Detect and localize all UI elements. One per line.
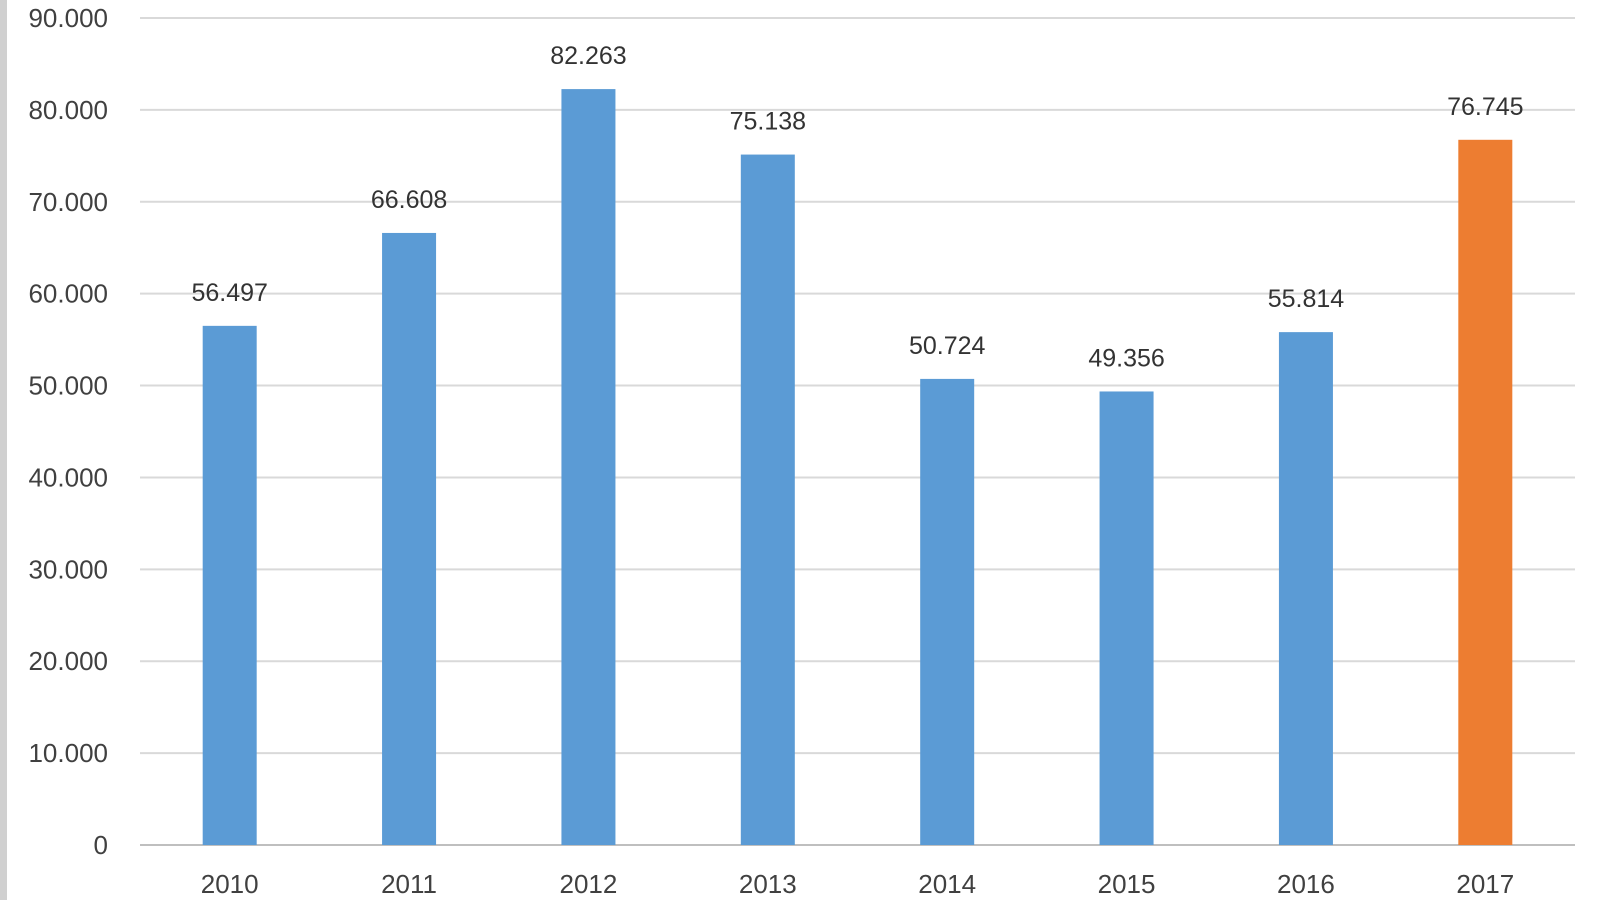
- x-tick-label: 2015: [1098, 869, 1156, 899]
- bar-2011: [382, 232, 437, 846]
- x-tick-label: 2013: [739, 869, 797, 899]
- bar-2012: [561, 89, 616, 846]
- y-tick-label: 0: [94, 830, 108, 860]
- x-tick-label: 2010: [201, 869, 259, 899]
- bar-2015: [1099, 391, 1154, 845]
- data-label: 82.263: [550, 42, 626, 70]
- x-tick-label: 2017: [1456, 869, 1514, 899]
- data-label: 55.814: [1268, 285, 1345, 313]
- left-edge-strip: [0, 0, 7, 900]
- data-label: 56.497: [191, 279, 267, 307]
- y-tick-label: 60.000: [28, 279, 108, 309]
- y-tick-label: 40.000: [28, 462, 108, 492]
- y-tick-label: 50.000: [28, 371, 108, 401]
- y-tick-label: 70.000: [28, 187, 108, 217]
- x-tick-label: 2014: [918, 869, 976, 899]
- bar-2017: [1458, 139, 1513, 846]
- y-tick-label: 90.000: [28, 3, 108, 33]
- bar-2016: [1278, 332, 1333, 845]
- y-tick-label: 30.000: [28, 554, 108, 584]
- bar-2010: [202, 325, 257, 845]
- data-label: 66.608: [371, 186, 447, 214]
- data-label: 75.138: [730, 108, 806, 136]
- bar-2014: [920, 378, 975, 845]
- data-label: 49.356: [1088, 344, 1164, 372]
- data-label: 50.724: [909, 332, 986, 360]
- data-label: 76.745: [1447, 93, 1523, 121]
- bar-2013: [740, 154, 795, 846]
- x-tick-label: 2016: [1277, 869, 1335, 899]
- y-tick-label: 20.000: [28, 646, 108, 676]
- y-tick-label: 10.000: [28, 738, 108, 768]
- x-tick-label: 2012: [560, 869, 618, 899]
- x-tick-label: 2011: [381, 869, 437, 899]
- y-tick-label: 80.000: [28, 95, 108, 125]
